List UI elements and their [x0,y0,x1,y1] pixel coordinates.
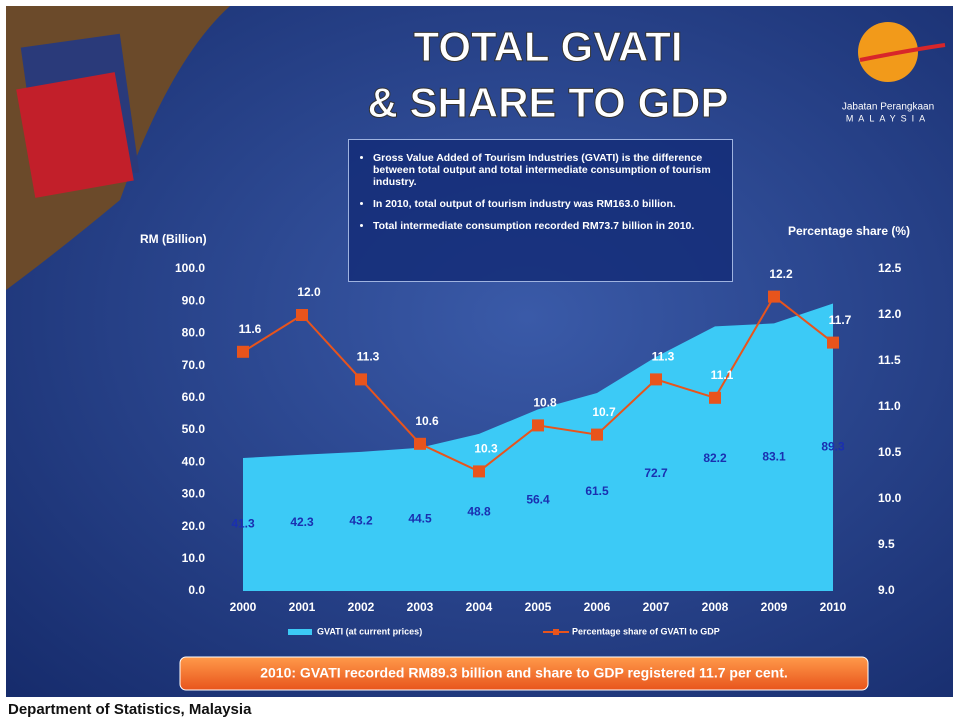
line-value-label: 10.8 [533,396,557,410]
area-value-label: 48.8 [467,505,491,519]
line-marker [355,373,367,386]
line-marker [768,290,780,303]
x-tick-label: 2006 [584,600,611,614]
logo-name: Jabatan Perangkaan [842,102,934,113]
y-tick-label: 90.0 [182,293,206,307]
logo: Jabatan Perangkaan MALAYSIA [842,22,946,123]
notes-box: Gross Value Added of Tourism Industries … [348,139,733,282]
y-tick-label: 30.0 [182,487,206,501]
y-tick-label: 100.0 [175,261,205,275]
line-marker [709,391,721,404]
logo-country: MALAYSIA [846,113,930,123]
line-value-label: 11.3 [652,350,675,364]
x-tick-label: 2007 [643,600,670,614]
y2-tick-label: 10.0 [878,491,902,505]
y-tick-label: 0.0 [188,583,205,597]
y2-tick-label: 12.5 [878,261,902,275]
line-value-label: 10.6 [415,414,439,428]
line-marker [591,428,603,441]
title-line: & SHARE TO GDP [368,79,729,126]
note: Total intermediate consumption recorded … [373,220,718,232]
y-tick-label: 20.0 [182,519,206,533]
x-tick-label: 2001 [289,600,316,614]
x-tick-label: 2008 [702,600,729,614]
line-marker [296,309,308,321]
highlight-text: 2010: GVATI recorded RM89.3 billion and … [260,665,788,681]
line-marker [532,419,544,432]
y2-tick-label: 12.0 [878,307,902,321]
line-marker [237,345,249,358]
x-tick-label: 2010 [820,600,847,614]
area-value-label: 83.1 [762,449,786,463]
x-tick-label: 2005 [525,600,552,614]
line-marker [414,437,426,450]
line-value-label: 11.1 [711,368,734,382]
notes-list: Gross Value Added of Tourism Industries … [361,152,718,232]
y2-tick-label: 10.5 [878,445,902,459]
note: Gross Value Added of Tourism Industries … [373,152,718,188]
area-value-label: 56.4 [526,492,550,506]
line-value-label: 11.6 [239,322,262,336]
x-tick-label: 2002 [348,600,375,614]
legend-swatch-marker [553,629,559,635]
line-marker [473,465,485,478]
area-value-label: 41.3 [231,517,255,531]
x-tick-label: 2003 [407,600,434,614]
y2-axis-title: Percentage share (%) [788,224,910,238]
area [243,303,833,591]
area-value-label: 72.7 [644,466,668,480]
y2-tick-label: 9.0 [878,583,895,597]
area-value-label: 89.3 [821,439,845,453]
line-marker [827,336,839,349]
legend-label: Percentage share of GVATI to GDP [572,626,720,636]
area-value-label: 44.5 [408,512,432,526]
note: In 2010, total output of tourism industr… [373,198,718,210]
area-value-label: 61.5 [585,484,609,498]
x-tick-label: 2004 [466,600,493,614]
line-value-label: 10.3 [474,442,498,456]
area-value-label: 42.3 [290,515,314,529]
footer: Department of Statistics, Malaysia [8,701,252,718]
y-tick-label: 50.0 [182,422,206,436]
y-axis-title: RM (Billion) [140,232,207,246]
line-value-label: 10.7 [592,405,616,419]
y-tick-label: 70.0 [182,358,206,372]
line-value-label: 11.3 [357,350,380,364]
legend-swatch [288,629,312,635]
x-tick-label: 2009 [761,600,788,614]
line-value-label: 11.7 [829,313,852,327]
x-tick-label: 2000 [230,600,257,614]
legend-label: GVATI (at current prices) [317,626,422,636]
area-value-label: 43.2 [349,514,373,528]
line-value-label: 12.0 [297,285,321,299]
y-tick-label: 40.0 [182,454,206,468]
y2-tick-label: 9.5 [878,537,895,551]
highlight-banner [179,656,869,691]
line-value-label: 12.2 [769,267,793,281]
y2-tick-label: 11.0 [878,399,901,413]
area-value-label: 82.2 [703,451,727,465]
y-tick-label: 80.0 [182,326,206,340]
line-marker [650,373,662,386]
y-tick-label: 10.0 [182,551,206,565]
y2-tick-label: 11.5 [878,353,901,367]
y-tick-label: 60.0 [182,390,206,404]
passport-decoration [6,6,230,290]
title-line: TOTAL GVATI [413,23,682,70]
